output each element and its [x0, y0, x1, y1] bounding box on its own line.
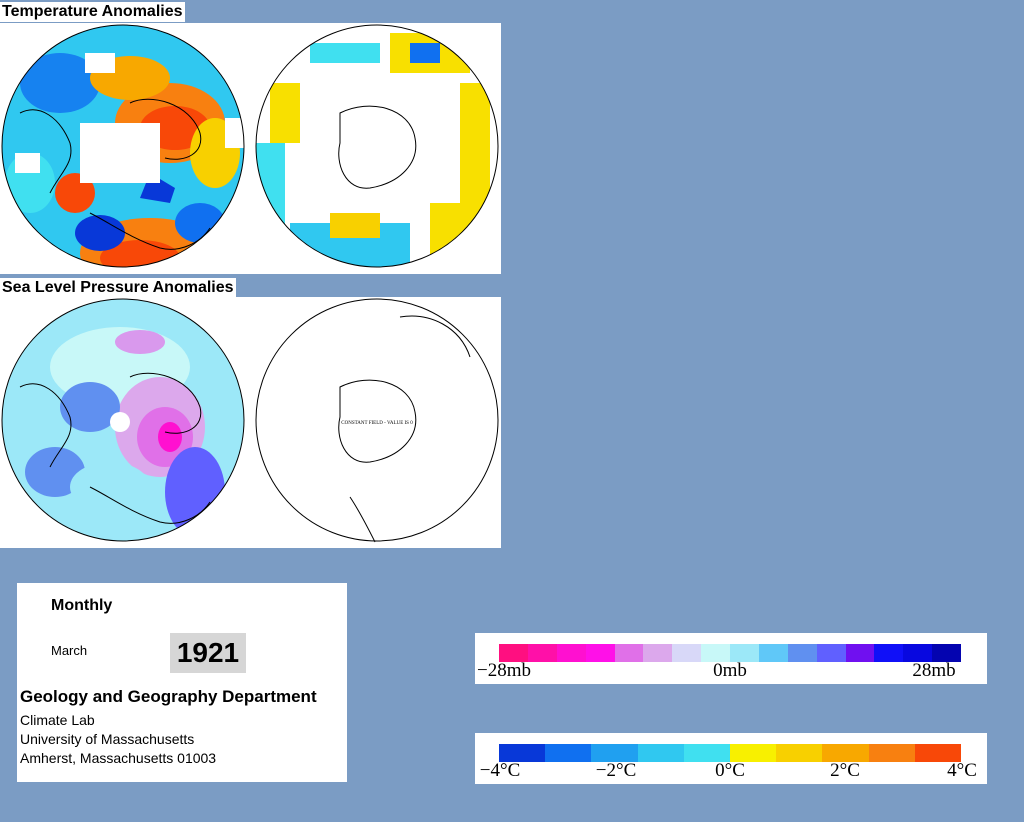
temperature-label-m2: −2°C — [595, 760, 637, 781]
lab-label: Climate Lab — [20, 712, 95, 728]
temperature-swatch-1 — [545, 744, 592, 762]
university-label: University of Massachusetts — [20, 731, 195, 747]
slp-anomalies-title: Sea Level Pressure Anomalies — [0, 278, 236, 298]
pressure-swatch-8 — [730, 644, 759, 662]
pressure-color-scale — [499, 644, 961, 662]
temperature-north-map — [2, 25, 244, 267]
pressure-swatch-5 — [643, 644, 673, 662]
slp-north-map — [2, 299, 244, 541]
product-label: Monthly — [51, 597, 113, 614]
pressure-swatch-14 — [903, 644, 933, 662]
temperature-anomalies-title: Temperature Anomalies — [0, 2, 185, 22]
temperature-swatch-0 — [499, 744, 546, 762]
pressure-swatch-0 — [499, 644, 528, 662]
pressure-swatch-3 — [585, 644, 615, 662]
temperature-south-map — [256, 25, 498, 267]
pressure-swatch-6 — [672, 644, 702, 662]
slp-south-constant-note: CONSTANT FIELD - VALUE IS 0 — [341, 421, 413, 426]
pressure-swatch-10 — [787, 644, 817, 662]
slp-south-map: CONSTANT FIELD - VALUE IS 0 — [255, 298, 499, 543]
pressure-swatch-12 — [845, 644, 875, 662]
pressure-label-min: −28mb — [477, 660, 531, 681]
temperature-label-0: 0°C — [715, 760, 745, 781]
temperature-swatch-3 — [637, 744, 684, 762]
info-box: Monthly March 1921 Geology and Geography… — [17, 583, 347, 782]
temperature-swatch-2 — [591, 744, 638, 762]
pressure-swatch-13 — [874, 644, 904, 662]
pressure-swatch-1 — [527, 644, 557, 662]
department-label: Geology and Geography Department — [20, 687, 317, 706]
pressure-legend: −28mb 0mb 28mb — [475, 633, 987, 684]
pressure-label-max: 28mb — [912, 660, 956, 681]
temperature-color-scale — [499, 744, 962, 762]
pressure-swatch-9 — [758, 644, 788, 662]
temperature-swatch-9 — [914, 744, 962, 762]
pressure-swatch-11 — [816, 644, 846, 662]
temperature-label-m4: −4°C — [479, 760, 521, 781]
year-display: 1921 — [170, 633, 246, 673]
pressure-swatch-15 — [932, 644, 961, 662]
pressure-swatch-7 — [701, 644, 730, 662]
temperature-legend: −4°C −2°C 0°C 2°C 4°C — [475, 733, 987, 784]
temperature-maps-panel — [0, 23, 501, 274]
slp-maps-panel: CONSTANT FIELD - VALUE IS 0 — [0, 297, 501, 548]
temperature-label-p2: 2°C — [830, 760, 860, 781]
address-label: Amherst, Massachusetts 01003 — [20, 750, 217, 766]
temperature-swatch-4 — [683, 744, 731, 762]
month-label: March — [51, 643, 88, 658]
temperature-label-p4: 4°C — [947, 760, 977, 781]
pressure-swatch-2 — [556, 644, 586, 662]
temperature-swatch-6 — [776, 744, 823, 762]
pressure-swatch-4 — [614, 644, 644, 662]
temperature-swatch-8 — [868, 744, 915, 762]
pressure-label-mid: 0mb — [713, 660, 747, 681]
temperature-swatch-5 — [730, 744, 777, 762]
temperature-swatch-7 — [822, 744, 869, 762]
